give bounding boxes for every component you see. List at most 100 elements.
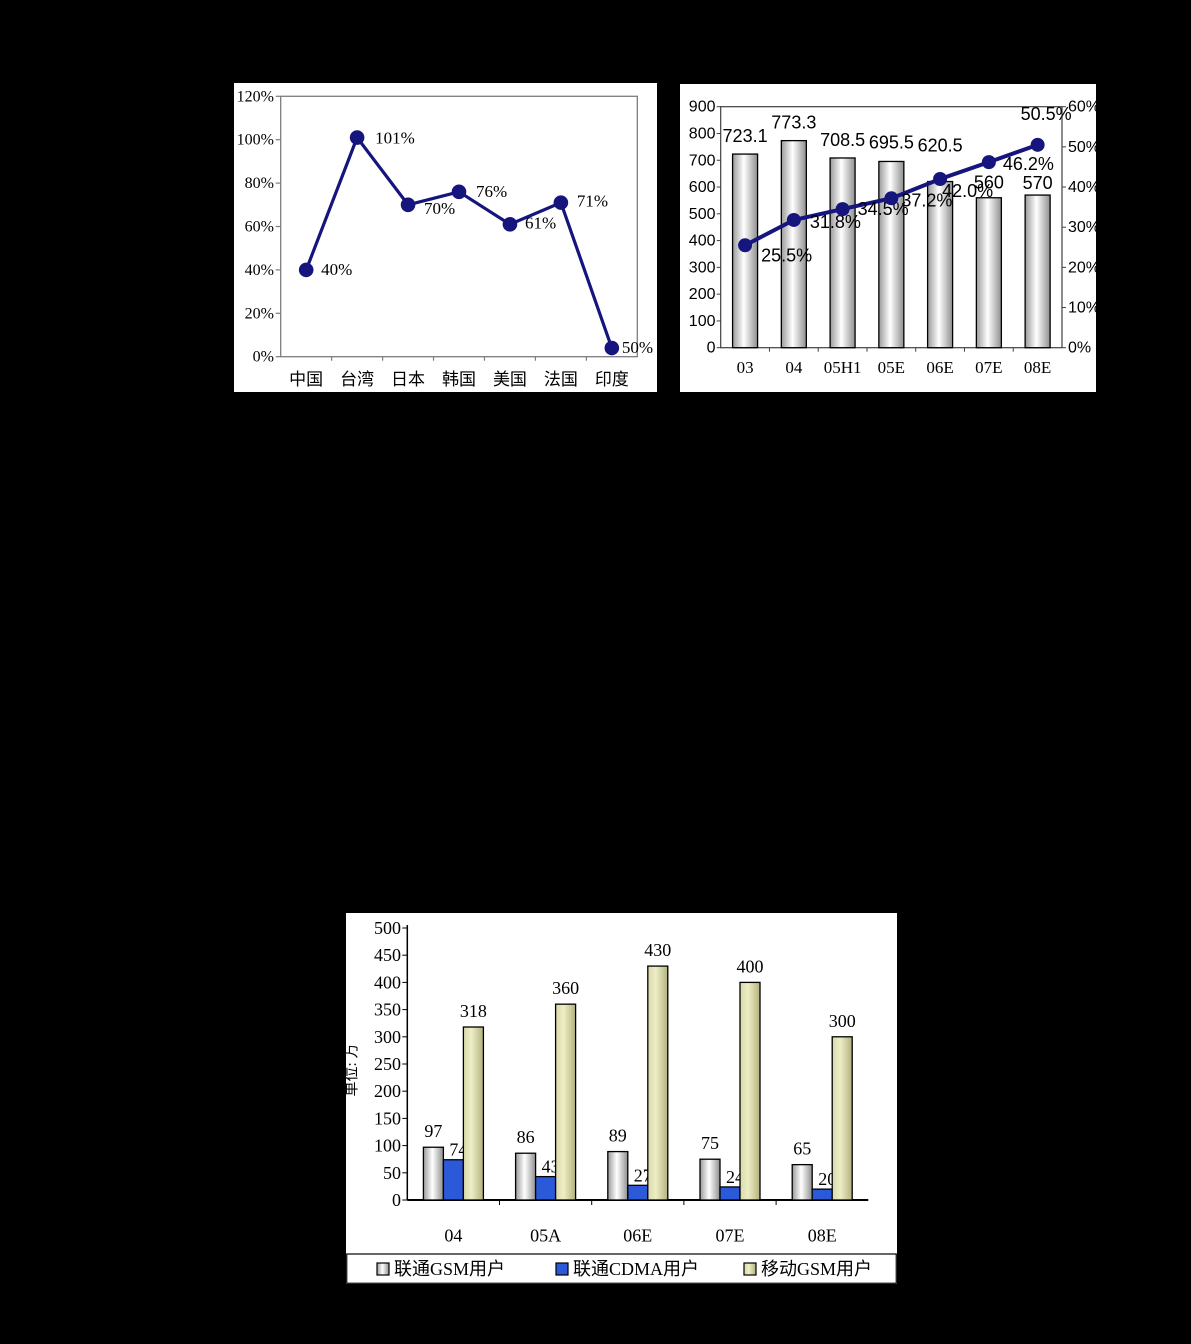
x-category-label: 04 bbox=[444, 1226, 462, 1246]
data-point-marker bbox=[933, 172, 948, 186]
x-category-label: 07E bbox=[975, 358, 1002, 377]
data-point-label: 46.2% bbox=[1003, 154, 1054, 174]
right-axis-tick-label: 10% bbox=[1068, 300, 1096, 317]
left-axis-tick-label: 0 bbox=[707, 340, 716, 357]
data-point-marker bbox=[835, 202, 850, 217]
data-point-label: 50% bbox=[622, 338, 653, 357]
bar-value-label: 560 bbox=[974, 173, 1004, 193]
bar bbox=[975, 197, 1003, 349]
y-tick-label: 500 bbox=[374, 918, 401, 938]
bar-value-label: 89 bbox=[609, 1126, 627, 1146]
penetration-line-chart-canvas: 0% 20% 40% 60% 80% 100% 120% 中国 台湾 日本 韩国 美国 法国 印度 40% 1… bbox=[237, 88, 653, 389]
y-tick-label: 150 bbox=[374, 1108, 401, 1128]
y-tick-label: 0% bbox=[253, 349, 274, 366]
data-point-label: 71% bbox=[577, 192, 608, 211]
left-axis-tick-label: 700 bbox=[689, 152, 716, 169]
x-category-label: 08E bbox=[1024, 358, 1051, 377]
x-category-label: 印度 bbox=[595, 370, 629, 389]
x-category-label: 06E bbox=[623, 1226, 652, 1246]
bar bbox=[780, 139, 807, 349]
left-axis-tick-label: 400 bbox=[689, 233, 716, 250]
y-tick-label: 60% bbox=[245, 219, 274, 236]
y-tick-label: 100 bbox=[374, 1136, 401, 1156]
y-tick-label: 300 bbox=[374, 1027, 401, 1047]
y-tick-label: 0 bbox=[392, 1190, 401, 1210]
y-tick-label: 40% bbox=[245, 262, 274, 279]
x-category-label: 中国 bbox=[289, 370, 323, 389]
bar bbox=[926, 180, 954, 349]
bar bbox=[627, 1184, 649, 1201]
bar bbox=[831, 1036, 853, 1201]
bar bbox=[699, 1158, 721, 1201]
x-category-label: 05A bbox=[530, 1226, 561, 1246]
bar bbox=[739, 981, 761, 1201]
data-point-marker bbox=[349, 130, 365, 145]
data-point-marker bbox=[451, 184, 467, 200]
y-tick-label: 250 bbox=[374, 1054, 401, 1074]
bar bbox=[422, 1146, 445, 1201]
y-tick-label: 350 bbox=[374, 1000, 401, 1020]
legend-box bbox=[346, 1253, 897, 1284]
right-axis-tick-label: 20% bbox=[1068, 259, 1096, 276]
left-axis-tick-label: 600 bbox=[689, 179, 716, 196]
bar-value-label: 300 bbox=[829, 1011, 856, 1031]
data-point-label: 31.8% bbox=[810, 212, 861, 232]
y-tick-label: 120% bbox=[237, 88, 274, 105]
bar-value-label: 695.5 bbox=[869, 132, 914, 152]
right-axis-tick-label: 0% bbox=[1068, 340, 1091, 357]
bar bbox=[534, 1175, 557, 1201]
right-axis-tick-label: 30% bbox=[1068, 219, 1096, 236]
bar bbox=[462, 1026, 485, 1201]
bar bbox=[791, 1163, 813, 1201]
data-point-label: 34.5% bbox=[858, 199, 909, 219]
subscribers-combo-chart-panel: 0 100 200 300 400 500 600 700 800 900 0% 10% 20% 30% 4… bbox=[680, 84, 1096, 392]
left-axis-tick-label: 800 bbox=[689, 125, 716, 142]
y-tick-label: 100% bbox=[237, 132, 274, 149]
data-point-label: 40% bbox=[321, 260, 352, 279]
mobile-penetration-line-chart-panel: 0% 20% 40% 60% 80% 100% 120% 中国 台湾 日本 韩国 美国 法国 印度 40% 1… bbox=[234, 83, 657, 392]
right-axis-tick-label: 60% bbox=[1068, 99, 1096, 116]
x-category-label: 04 bbox=[785, 358, 803, 377]
bar-value-label: 400 bbox=[737, 956, 764, 976]
bar bbox=[442, 1159, 465, 1201]
data-point-marker bbox=[553, 195, 569, 210]
gsm-cdma-grouped-bar-chart-panel: 0 50 100 150 200 250 300 350 400 450 500 单位: 万 04 05A… bbox=[346, 913, 897, 1284]
bar bbox=[829, 157, 856, 349]
bar-value-label: 620.5 bbox=[918, 136, 963, 156]
bar-value-label: 708.5 bbox=[820, 130, 865, 150]
left-axis-tick-label: 200 bbox=[689, 286, 716, 303]
bar bbox=[607, 1150, 629, 1201]
bar-value-label: 318 bbox=[460, 1001, 487, 1021]
legend-label: 联通CDMA用户 bbox=[573, 1259, 699, 1279]
x-category-label: 03 bbox=[737, 358, 754, 377]
data-point-marker bbox=[981, 155, 996, 170]
data-point-marker bbox=[502, 217, 518, 232]
data-point-label: 25.5% bbox=[761, 245, 812, 265]
data-point-label: 61% bbox=[525, 213, 556, 232]
x-category-label: 韩国 bbox=[442, 370, 476, 389]
bar bbox=[811, 1188, 833, 1201]
left-axis-tick-label: 900 bbox=[689, 99, 716, 116]
x-category-label: 日本 bbox=[391, 370, 425, 389]
data-point-marker bbox=[884, 191, 899, 206]
y-tick-label: 450 bbox=[374, 945, 401, 965]
right-axis-tick-label: 50% bbox=[1068, 139, 1096, 156]
bar bbox=[719, 1186, 741, 1201]
y-axis-title: 单位: 万 bbox=[346, 1044, 360, 1097]
y-tick-label: 400 bbox=[374, 972, 401, 992]
x-category-label: 08E bbox=[808, 1226, 837, 1246]
gsm-cdma-bar-chart-canvas: 0 50 100 150 200 250 300 350 400 450 500 单位: 万 04 05A… bbox=[346, 918, 897, 1284]
bar-value-label: 75 bbox=[701, 1133, 719, 1153]
x-category-label: 06E bbox=[926, 358, 953, 377]
x-category-label: 07E bbox=[716, 1226, 745, 1246]
legend-swatch bbox=[743, 1262, 757, 1276]
data-point-label: 101% bbox=[375, 129, 415, 148]
bar bbox=[554, 1003, 577, 1201]
data-point-marker bbox=[786, 212, 801, 227]
bar bbox=[1024, 194, 1051, 349]
bar-value-label: 360 bbox=[552, 978, 579, 998]
y-tick-label: 200 bbox=[374, 1081, 401, 1101]
bar bbox=[514, 1152, 537, 1201]
legend-swatch bbox=[376, 1262, 390, 1276]
left-axis-tick-label: 500 bbox=[689, 206, 716, 223]
